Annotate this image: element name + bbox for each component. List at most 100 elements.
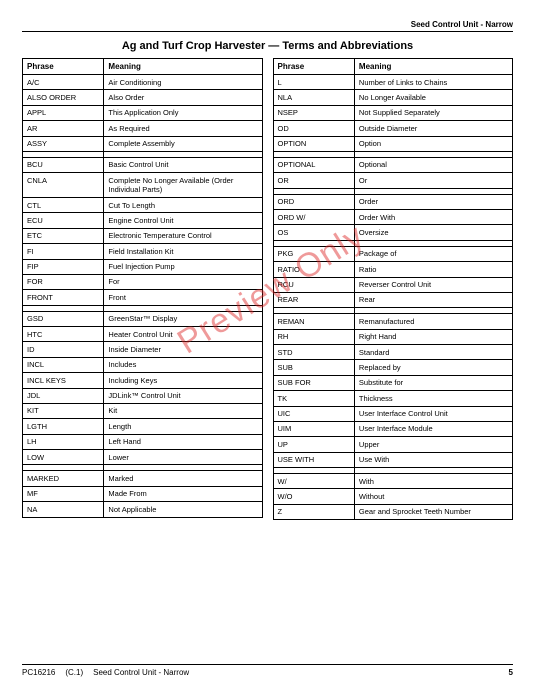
footer-page-number: 5 xyxy=(509,668,513,677)
table-row: OROr xyxy=(273,173,513,188)
table-row: SUB FORSubstitute for xyxy=(273,375,513,390)
footer-doc-id: PC16216 xyxy=(22,668,55,677)
cell-meaning: Heater Control Unit xyxy=(104,327,262,342)
cell-phrase: LH xyxy=(23,434,104,449)
cell-phrase: UIM xyxy=(273,421,354,436)
cell-meaning: Cut To Length xyxy=(104,198,262,213)
table-row: PKGPackage of xyxy=(273,246,513,261)
cell-meaning: Ratio xyxy=(354,262,512,277)
table-row: ARAs Required xyxy=(23,121,263,136)
cell-meaning: Length xyxy=(104,419,262,434)
table-row: GSDGreenStar™ Display xyxy=(23,311,263,326)
cell-phrase: ETC xyxy=(23,228,104,243)
cell-phrase: OPTION xyxy=(273,136,354,151)
table-row: FIField Installation Kit xyxy=(23,244,263,259)
table-row: ZGear and Sprocket Teeth Number xyxy=(273,504,513,519)
table-row: TKThickness xyxy=(273,391,513,406)
cell-meaning: Option xyxy=(354,136,512,151)
table-row: FORFor xyxy=(23,274,263,289)
cell-phrase: JDL xyxy=(23,388,104,403)
header-section-label: Seed Control Unit - Narrow xyxy=(22,20,513,32)
table-row: KITKit xyxy=(23,403,263,418)
cell-phrase: W/ xyxy=(273,474,354,489)
cell-meaning: Upper xyxy=(354,437,512,452)
page-title: Ag and Turf Crop Harvester — Terms and A… xyxy=(22,40,513,52)
cell-phrase: A/C xyxy=(23,75,104,90)
cell-phrase: W/O xyxy=(273,489,354,504)
cell-meaning: Number of Links to Chains xyxy=(354,75,512,90)
cell-meaning: Marked xyxy=(104,471,262,486)
cell-meaning: Without xyxy=(354,489,512,504)
cell-phrase: CTL xyxy=(23,198,104,213)
table-row: OPTIONOption xyxy=(273,136,513,151)
cell-meaning: Including Keys xyxy=(104,373,262,388)
terms-table-right: Phrase Meaning LNumber of Links to Chain… xyxy=(273,58,514,520)
cell-phrase: RCU xyxy=(273,277,354,292)
cell-phrase: BCU xyxy=(23,157,104,172)
table-row: ORD W/Order With xyxy=(273,210,513,225)
table-row: CTLCut To Length xyxy=(23,198,263,213)
cell-meaning: Oversize xyxy=(354,225,512,240)
cell-meaning: User Interface Module xyxy=(354,421,512,436)
cell-meaning: Engine Control Unit xyxy=(104,213,262,228)
cell-meaning: Use With xyxy=(354,452,512,467)
table-row: SUBReplaced by xyxy=(273,360,513,375)
cell-phrase: TK xyxy=(273,391,354,406)
cell-phrase: ECU xyxy=(23,213,104,228)
table-row: INCL KEYSIncluding Keys xyxy=(23,373,263,388)
cell-meaning: Lower xyxy=(104,450,262,465)
cell-meaning: Air Conditioning xyxy=(104,75,262,90)
cell-phrase: OPTIONAL xyxy=(273,157,354,172)
cell-phrase: ASSY xyxy=(23,136,104,151)
table-row: UPUpper xyxy=(273,437,513,452)
cell-phrase: OD xyxy=(273,121,354,136)
table-row: JDLJDLink™ Control Unit xyxy=(23,388,263,403)
col-header-phrase: Phrase xyxy=(23,59,104,75)
table-row: NSEPNot Supplied Separately xyxy=(273,105,513,120)
cell-meaning: For xyxy=(104,274,262,289)
table-row: UIMUser Interface Module xyxy=(273,421,513,436)
table-row: ASSYComplete Assembly xyxy=(23,136,263,151)
table-row: IDInside Diameter xyxy=(23,342,263,357)
table-row: MFMade From xyxy=(23,486,263,501)
cell-meaning: Field Installation Kit xyxy=(104,244,262,259)
table-row: A/CAir Conditioning xyxy=(23,75,263,90)
cell-meaning: Order xyxy=(354,194,512,209)
table-row: REMANRemanufactured xyxy=(273,314,513,329)
cell-meaning: Fuel Injection Pump xyxy=(104,259,262,274)
table-row: BCUBasic Control Unit xyxy=(23,157,263,172)
cell-phrase: APPL xyxy=(23,105,104,120)
table-row: OSOversize xyxy=(273,225,513,240)
table-row: UICUser Interface Control Unit xyxy=(273,406,513,421)
cell-phrase: REAR xyxy=(273,292,354,307)
cell-meaning: Also Order xyxy=(104,90,262,105)
cell-phrase: RH xyxy=(273,329,354,344)
cell-meaning: User Interface Control Unit xyxy=(354,406,512,421)
cell-meaning: Optional xyxy=(354,157,512,172)
terms-table-left: Phrase Meaning A/CAir ConditioningALSO O… xyxy=(22,58,263,518)
footer-rev: (C.1) xyxy=(65,668,83,677)
table-row: MARKEDMarked xyxy=(23,471,263,486)
table-row: LGTHLength xyxy=(23,419,263,434)
cell-meaning: Not Supplied Separately xyxy=(354,105,512,120)
cell-phrase: Z xyxy=(273,504,354,519)
cell-meaning: Reverser Control Unit xyxy=(354,277,512,292)
cell-phrase: PKG xyxy=(273,246,354,261)
cell-phrase: LOW xyxy=(23,450,104,465)
page-footer: PC16216 (C.1) Seed Control Unit - Narrow… xyxy=(22,664,513,677)
cell-phrase: INCL xyxy=(23,357,104,372)
table-row: LHLeft Hand xyxy=(23,434,263,449)
cell-phrase: HTC xyxy=(23,327,104,342)
cell-phrase: ALSO ORDER xyxy=(23,90,104,105)
cell-phrase: LGTH xyxy=(23,419,104,434)
cell-phrase: FRONT xyxy=(23,290,104,305)
cell-phrase: OS xyxy=(273,225,354,240)
cell-phrase: REMAN xyxy=(273,314,354,329)
cell-meaning: Or xyxy=(354,173,512,188)
cell-meaning: JDLink™ Control Unit xyxy=(104,388,262,403)
cell-meaning: Left Hand xyxy=(104,434,262,449)
cell-phrase: NA xyxy=(23,502,104,517)
cell-phrase: ID xyxy=(23,342,104,357)
cell-phrase: AR xyxy=(23,121,104,136)
cell-phrase: FOR xyxy=(23,274,104,289)
